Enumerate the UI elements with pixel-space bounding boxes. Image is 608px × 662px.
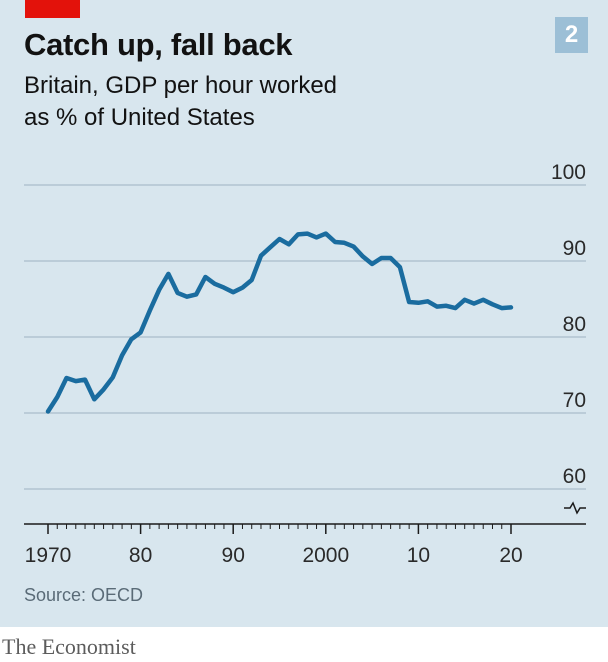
y-tick-label: 70 [563, 389, 586, 412]
y-tick-label: 80 [563, 313, 586, 336]
x-tick-label: 20 [499, 544, 522, 567]
x-tick-label: 80 [129, 544, 152, 567]
y-tick-label: 90 [563, 237, 586, 260]
x-tick-label: 10 [407, 544, 430, 567]
x-tick-label: 1970 [25, 544, 72, 567]
source-note: Source: OECD [24, 585, 143, 606]
brand-wordmark: The Economist [2, 634, 136, 660]
series-line-gdp-per-hour [48, 234, 511, 412]
y-tick-label: 60 [563, 465, 586, 488]
x-tick-label: 2000 [302, 544, 349, 567]
line-chart: 60 70 80 90 100 1970 80 90 2000 10 20 [0, 0, 608, 627]
y-tick-label: 100 [551, 161, 586, 184]
x-tick-label: 90 [222, 544, 245, 567]
axis-break-icon [564, 503, 586, 513]
